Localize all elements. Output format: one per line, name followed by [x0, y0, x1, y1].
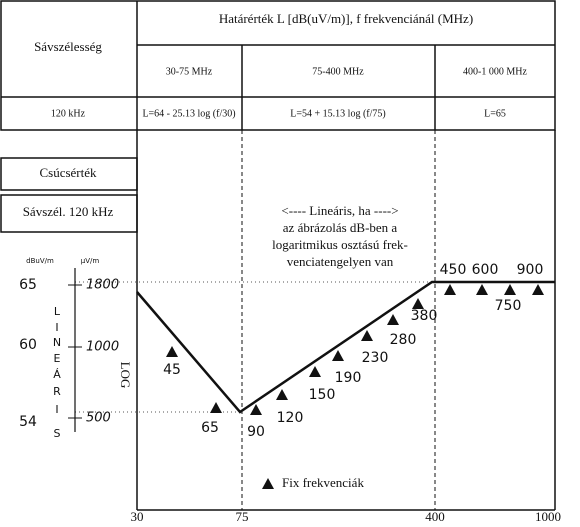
fixed-frequency-label: 600: [472, 262, 499, 278]
header-limit: Határérték L [dB(uV/m)], f frekvenciánál…: [219, 11, 473, 26]
fixed-frequency-marker: [387, 314, 399, 325]
x-axis-label: 75: [236, 509, 249, 524]
db-label: 60: [19, 337, 37, 353]
fixed-frequency-label: 750: [495, 298, 522, 314]
fixed-frequency-label: 450: [440, 262, 467, 278]
db-unit: dBuV/m: [26, 257, 54, 265]
fixed-frequency-marker: [532, 284, 544, 295]
linear-letter: N: [53, 336, 61, 349]
annotation: logaritmikus osztású frek-: [272, 237, 408, 252]
uv-unit: μV/m: [81, 257, 100, 265]
linear-letter: R: [53, 385, 61, 398]
range: 400-1 000 MHz: [463, 66, 527, 77]
row-bandwidth: 120 kHz: [51, 108, 86, 119]
fixed-frequency-label: 65: [201, 420, 219, 436]
x-axis-label: 1000: [535, 509, 561, 524]
fixed-frequency-marker: [166, 346, 178, 357]
fixed-frequency-marker: [412, 298, 424, 309]
log-label: LOG: [118, 362, 133, 389]
annotation: venciatengelyen van: [287, 254, 394, 269]
fixed-frequency-label: 380: [411, 308, 438, 324]
linear-letter: I: [55, 403, 58, 416]
linear-letter: L: [54, 305, 61, 318]
fixed-frequency-label: 150: [309, 387, 336, 403]
fixed-frequency-marker: [276, 389, 288, 400]
detector-peak: Csúcsérték: [39, 165, 97, 180]
fixed-frequency-label: 190: [335, 370, 362, 386]
fixed-frequency-marker: [444, 284, 456, 295]
fixed-frequency-label: 230: [362, 350, 389, 366]
fixed-frequency-label: 90: [247, 424, 265, 440]
annotation: az ábrázolás dB-ben a: [283, 220, 398, 235]
fixed-frequency-marker: [250, 404, 262, 415]
db-label: 65: [19, 277, 37, 293]
fixed-frequency-label: 45: [163, 362, 181, 378]
linear-letter: Á: [53, 368, 61, 381]
table-grid: [0, 0, 556, 511]
fixed-frequency-marker: [504, 284, 516, 295]
db-label: 54: [19, 414, 37, 430]
fixed-frequency-marker: [476, 284, 488, 295]
header-bandwidth: Sávszélesség: [34, 39, 102, 54]
linear-letter: I: [55, 321, 58, 334]
detector-bandwidth: Sávszél. 120 kHz: [23, 204, 114, 219]
fixed-frequency-label: 120: [277, 410, 304, 426]
uv-label: 500: [86, 411, 111, 426]
fixed-frequency-marker: [361, 330, 373, 341]
fixed-frequency-label: 280: [390, 332, 417, 348]
limit-curve: [136, 280, 555, 414]
fixed-frequency-marker: [309, 366, 321, 377]
fixed-frequency-marker: [210, 402, 222, 413]
uv-label: 1000: [86, 340, 119, 355]
formula: L=65: [484, 108, 506, 119]
x-axis-label: 400: [425, 509, 445, 524]
uv-label: 1800: [86, 278, 119, 293]
legend-label: Fix frekvenciák: [282, 475, 364, 490]
formula: L=54 + 15.13 log (f/75): [290, 108, 385, 119]
linear-letter: E: [54, 352, 61, 365]
legend-marker: [262, 478, 274, 489]
range: 30-75 MHz: [166, 66, 213, 77]
annotation: <---- Lineáris, ha ---->: [281, 203, 398, 218]
range-dividers: [241, 130, 436, 510]
range: 75-400 MHz: [312, 66, 364, 77]
x-axis-label: 30: [131, 509, 144, 524]
linear-letter: S: [54, 427, 61, 440]
fixed-frequency-marker: [332, 350, 344, 361]
fixed-frequency-label: 900: [517, 262, 544, 278]
formula: L=64 - 25.13 log (f/30): [142, 108, 235, 119]
